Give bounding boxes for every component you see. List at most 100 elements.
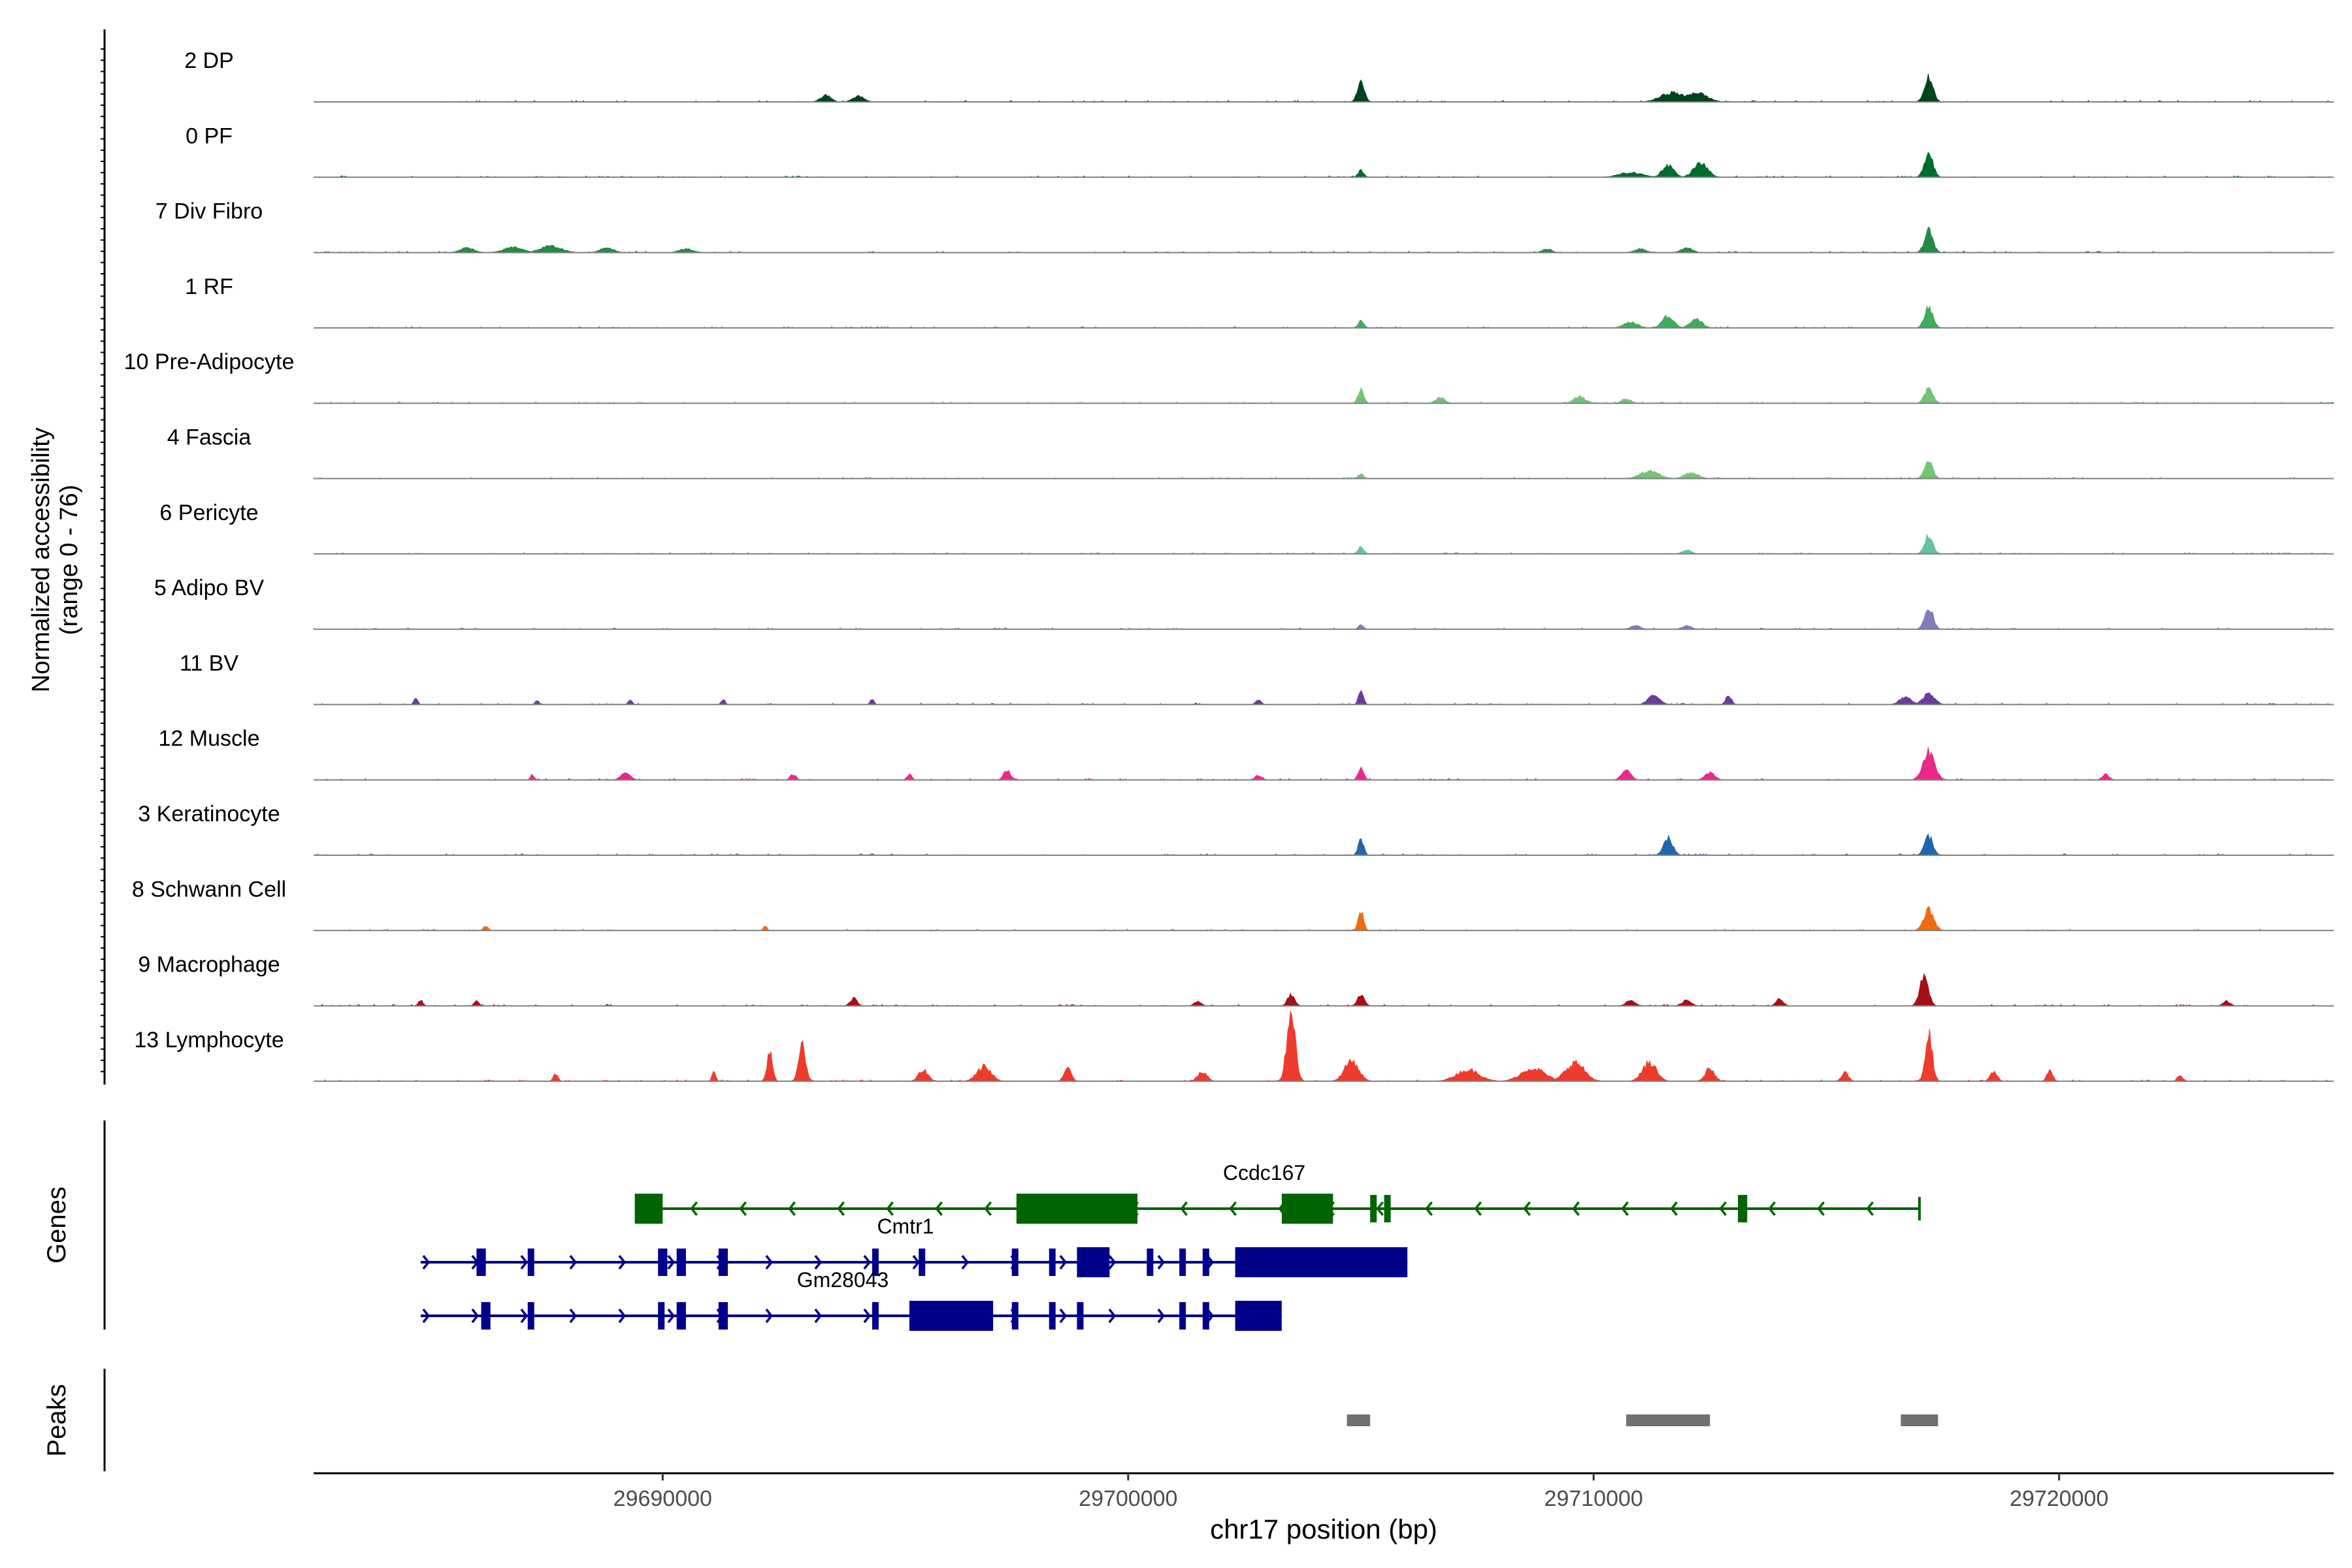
gene-name-label: Cmtr1 — [877, 1215, 934, 1238]
peak-region-bar — [1347, 1414, 1371, 1426]
track-label: 9 Macrophage — [138, 953, 280, 977]
peaks-panel-label: Peaks — [42, 1384, 71, 1456]
x-tick-label: 29720000 — [2010, 1486, 2108, 1511]
gene-exon — [909, 1301, 994, 1331]
strand-arrow — [984, 1201, 992, 1217]
strand-arrow — [690, 1201, 698, 1217]
strand-arrow — [1059, 1254, 1068, 1270]
strand-arrow — [569, 1308, 578, 1324]
peak-region-bar — [1901, 1414, 1938, 1426]
gene-model: Ccdc167 — [634, 1161, 1921, 1224]
coverage-track: 9 Macrophage — [138, 953, 2334, 1007]
coverage-y-axis-label-line1: Normalized accessibility — [27, 427, 55, 692]
gene-model: Cmtr1 — [420, 1215, 1408, 1277]
gene-exon — [919, 1249, 926, 1276]
track-label: 2 DP — [184, 48, 234, 73]
strand-arrow — [1425, 1201, 1433, 1217]
gene-exon — [1147, 1249, 1154, 1276]
strand-arrow — [961, 1254, 970, 1270]
track-label: 3 Keratinocyte — [138, 802, 280, 826]
track-label: 0 PF — [186, 123, 233, 148]
gene-name-label: Gm28043 — [797, 1268, 889, 1292]
strand-arrow — [814, 1254, 823, 1270]
strand-arrow — [1108, 1308, 1117, 1324]
gene-exon — [1049, 1302, 1056, 1330]
x-axis-label: chr17 position (bp) — [1210, 1514, 1437, 1544]
gene-exon — [718, 1302, 728, 1330]
x-tick-label: 29710000 — [1544, 1486, 1643, 1511]
strand-arrow — [1229, 1201, 1237, 1217]
track-label: 7 Div Fibro — [155, 199, 263, 224]
x-tick-label: 29700000 — [1079, 1486, 1177, 1511]
track-label: 6 Pericyte — [159, 500, 258, 525]
strand-arrow — [765, 1254, 774, 1270]
strand-arrow — [886, 1201, 894, 1217]
strand-arrow — [520, 1308, 529, 1324]
strand-arrow — [739, 1201, 747, 1217]
strand-arrow — [667, 1254, 676, 1270]
strand-arrow — [765, 1308, 774, 1324]
strand-arrow — [1719, 1201, 1727, 1217]
strand-arrow — [1059, 1308, 1068, 1324]
gene-exon — [481, 1302, 491, 1330]
strand-arrow — [1670, 1201, 1678, 1217]
strand-arrow — [814, 1308, 823, 1324]
strand-arrow — [618, 1254, 627, 1270]
gene-exon — [872, 1249, 879, 1276]
x-axis-ticks: 29690000 29700000 29710000 29720000 — [613, 1473, 2108, 1511]
strand-arrow — [912, 1254, 921, 1270]
gene-exon — [1738, 1195, 1748, 1222]
gene-exon — [1235, 1301, 1282, 1331]
coverage-track: 4 Fascia — [167, 425, 2334, 480]
gene-exon — [658, 1302, 665, 1330]
track-label: 12 Muscle — [159, 727, 260, 751]
coverage-y-axis-label-line2: (range 0 - 76) — [56, 485, 83, 635]
gene-exon — [1235, 1247, 1408, 1277]
strand-arrow — [1474, 1201, 1482, 1217]
gene-exon — [1202, 1302, 1209, 1330]
strand-arrow — [1572, 1201, 1580, 1217]
strand-arrow — [1157, 1308, 1166, 1324]
gene-exon — [1011, 1249, 1019, 1276]
track-label: 8 Schwann Cell — [132, 877, 286, 902]
coverage-track: 2 DP — [184, 48, 2334, 103]
strand-arrow — [1523, 1201, 1531, 1217]
gene-exon — [676, 1302, 686, 1330]
coverage-track: 11 BV — [180, 651, 2334, 706]
strand-arrow — [863, 1254, 872, 1270]
gene-exon — [1011, 1302, 1019, 1330]
gene-exon — [718, 1249, 728, 1276]
gene-model: Gm28043 — [420, 1268, 1282, 1331]
gene-exon — [676, 1249, 686, 1276]
gene-models: Ccdc167 Cmtr1 Gm28043 — [420, 1161, 1921, 1331]
strand-arrow — [1768, 1201, 1776, 1217]
x-tick-label: 29690000 — [613, 1486, 712, 1511]
coverage-tracks: 2 DP 0 PF 7 Div Fibro 1 RF 10 Pre-Adipocyte 4… — [124, 48, 2334, 1082]
coverage-track: 5 Adipo BV — [154, 576, 2334, 630]
strand-arrow — [863, 1308, 872, 1324]
gene-exon — [634, 1194, 663, 1224]
strand-arrow — [1866, 1201, 1874, 1217]
gene-exon — [1179, 1249, 1186, 1276]
track-label: 5 Adipo BV — [154, 576, 265, 600]
coverage-track: 13 Lymphocyte — [134, 1011, 2334, 1082]
coverage-track: 6 Pericyte — [159, 500, 2334, 555]
strand-arrow — [422, 1308, 431, 1324]
strand-arrow — [788, 1201, 796, 1217]
gene-exon — [1179, 1302, 1186, 1330]
coverage-track: 3 Keratinocyte — [138, 802, 2334, 856]
strand-arrow — [422, 1254, 431, 1270]
track-label: 10 Pre-Adipocyte — [124, 350, 295, 374]
gene-exon — [872, 1302, 879, 1330]
strand-arrow — [1157, 1254, 1166, 1270]
coverage-track: 8 Schwann Cell — [132, 877, 2334, 932]
gene-exon — [527, 1302, 534, 1330]
track-label: 13 Lymphocyte — [134, 1028, 284, 1053]
track-label: 11 BV — [180, 651, 238, 676]
coverage-track: 10 Pre-Adipocyte — [124, 350, 2334, 404]
coverage-track: 12 Muscle — [159, 727, 2334, 781]
coverage-y-axis-ticks — [101, 48, 105, 1073]
strand-arrow — [1180, 1201, 1188, 1217]
